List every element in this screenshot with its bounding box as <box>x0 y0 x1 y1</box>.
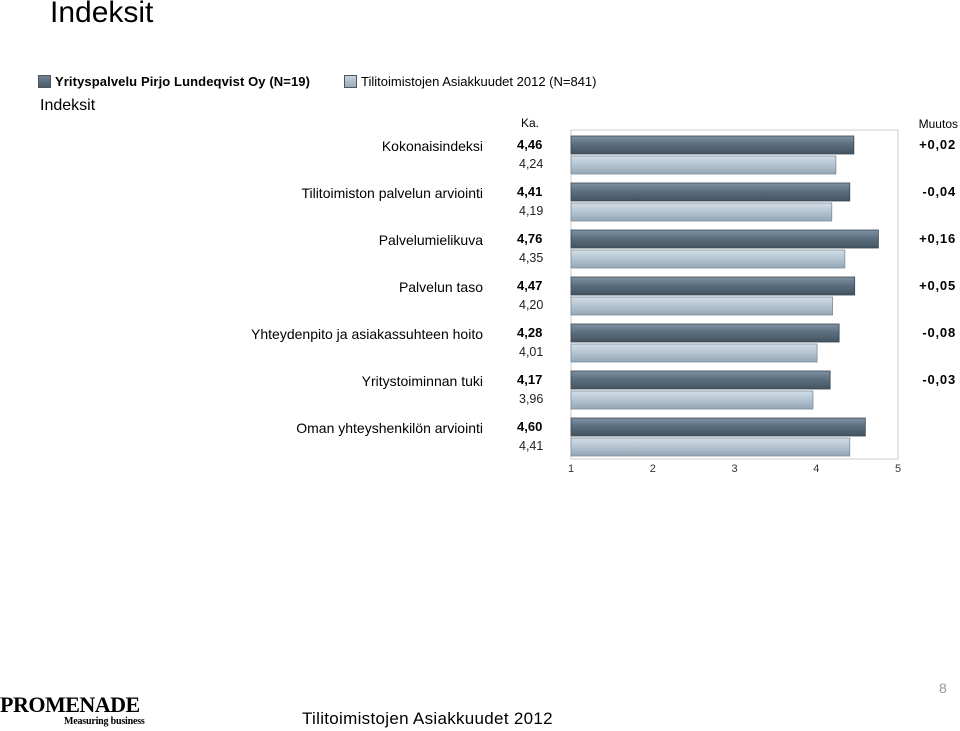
bar-series-a <box>570 323 840 343</box>
category-label: Palvelumielikuva <box>378 232 483 248</box>
page-title: Indeksit <box>50 0 154 29</box>
logo-tagline: Measuring business <box>64 716 145 727</box>
value-label-series-b: 4,01 <box>519 345 544 359</box>
logo-text: PROMENADE <box>0 692 140 717</box>
legend-swatch-series-a <box>38 75 51 88</box>
category-label: Tilitoimiston palvelun arviointi <box>301 185 483 201</box>
value-label-series-b: 3,96 <box>519 392 544 406</box>
x-tick-label: 1 <box>568 463 574 475</box>
value-label-series-a: 4,28 <box>517 325 543 340</box>
value-label-series-a: 4,17 <box>517 372 543 387</box>
bar-series-b <box>570 249 846 269</box>
bar-series-b <box>570 343 818 363</box>
bar-series-b <box>570 437 851 457</box>
change-value: -0,03 <box>922 372 956 387</box>
bar-series-a <box>570 370 831 390</box>
change-value: -0,08 <box>922 325 956 340</box>
value-label-series-a: 4,76 <box>517 231 543 246</box>
legend-item-series-b: Tilitoimistojen Asiakkuudet 2012 (N=841) <box>344 74 597 89</box>
legend-item-series-a: Yrityspalvelu Pirjo Lundeqvist Oy (N=19) <box>38 74 310 89</box>
change-value: -0,04 <box>922 184 956 199</box>
bar-series-a <box>570 135 855 155</box>
value-label-series-a: 4,46 <box>517 137 543 152</box>
section-label: Indeksit <box>40 97 96 114</box>
chart-legend: Yrityspalvelu Pirjo Lundeqvist Oy (N=19)… <box>38 74 631 89</box>
average-column-header: Ka. <box>521 116 540 130</box>
value-label-series-b: 4,20 <box>519 298 544 312</box>
value-label-series-b: 4,19 <box>519 204 544 218</box>
change-column-header: Muutos <box>918 117 958 131</box>
value-label-series-a: 4,47 <box>517 278 543 293</box>
bar-series-a <box>570 182 851 202</box>
change-value: +0,05 <box>919 278 956 293</box>
x-tick-label: 3 <box>731 463 737 475</box>
x-tick-label: 2 <box>650 463 656 475</box>
value-label-series-a: 4,41 <box>517 184 543 199</box>
category-label: Yhteydenpito ja asiakassuhteen hoito <box>251 326 483 342</box>
legend-label-series-a: Yrityspalvelu Pirjo Lundeqvist Oy (N=19) <box>55 74 311 89</box>
change-value: +0,02 <box>919 137 956 152</box>
bar-series-b <box>570 390 814 410</box>
value-label-series-a: 4,60 <box>517 419 543 434</box>
bar-series-a <box>570 276 856 296</box>
change-value: +0,16 <box>919 231 956 246</box>
category-label: Palvelun taso <box>398 279 483 295</box>
value-label-series-b: 4,35 <box>519 251 544 265</box>
x-tick-label: 5 <box>895 463 901 475</box>
footer-title: Tilitoimistojen Asiakkuudet 2012 <box>302 709 553 728</box>
value-label-series-b: 4,41 <box>519 439 544 453</box>
category-label: Kokonaisindeksi <box>381 138 483 154</box>
page-number: 8 <box>939 680 947 696</box>
category-label: Oman yhteyshenkilön arviointi <box>296 420 483 436</box>
promenade-logo: PROMENADE Measuring business <box>0 694 145 728</box>
legend-label-series-b: Tilitoimistojen Asiakkuudet 2012 (N=841) <box>361 74 597 89</box>
value-label-series-b: 4,24 <box>519 157 544 171</box>
legend-swatch-series-b <box>344 75 358 88</box>
bar-series-b <box>570 155 837 175</box>
category-label: Yritystoiminnan tuki <box>361 373 483 389</box>
bar-series-b <box>570 202 833 222</box>
x-tick-label: 4 <box>813 463 819 475</box>
bar-series-a <box>570 229 879 249</box>
bar-series-b <box>570 296 834 316</box>
bar-series-a <box>570 417 866 437</box>
